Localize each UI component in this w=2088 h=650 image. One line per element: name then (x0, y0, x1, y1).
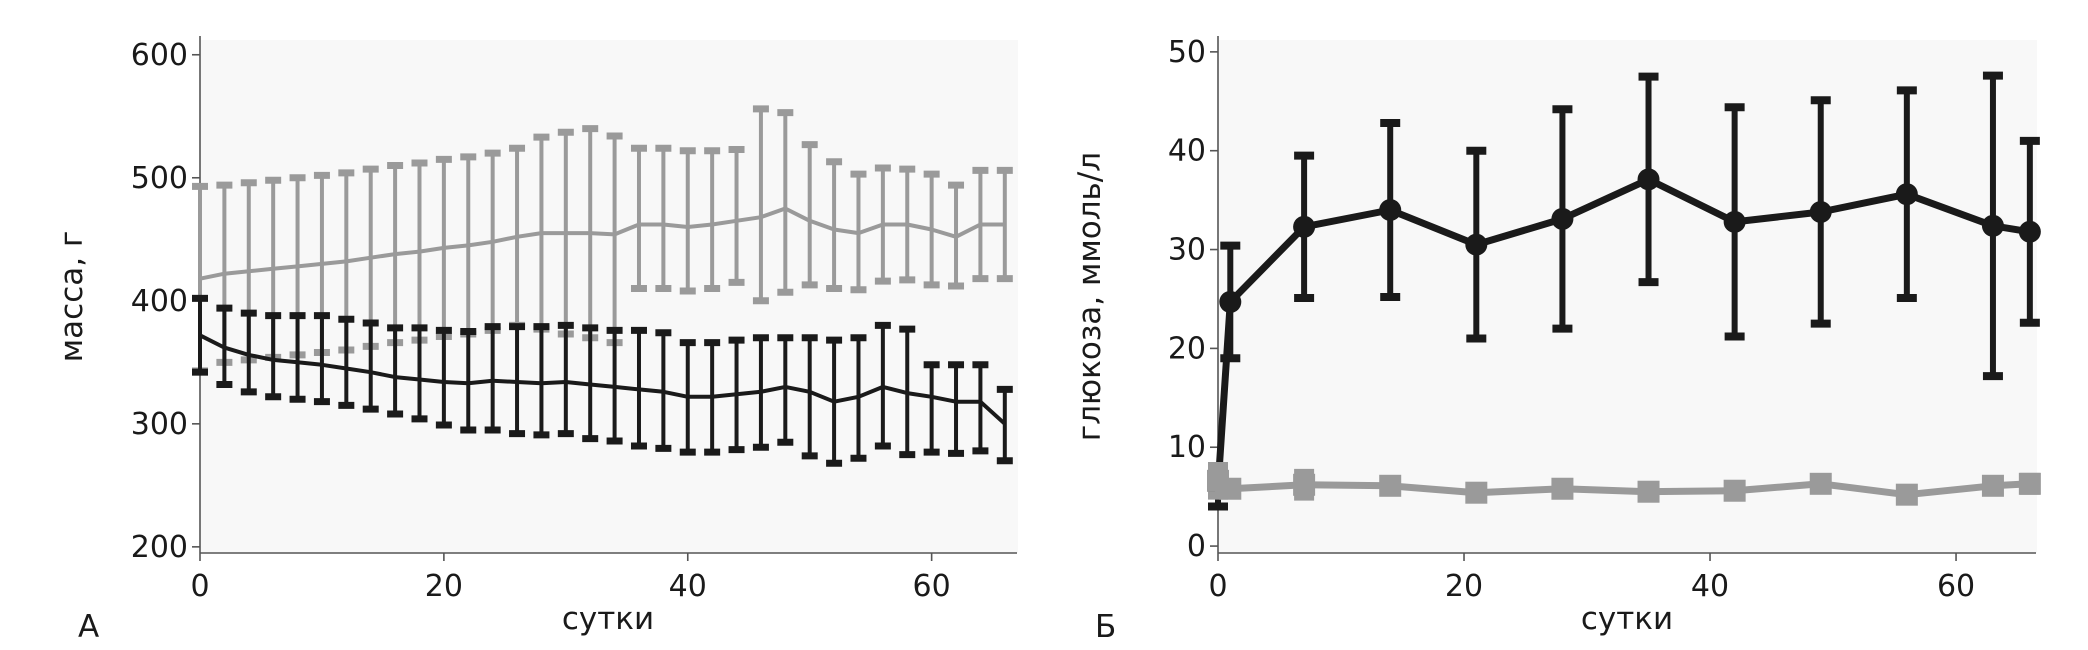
data-point (1379, 474, 1402, 497)
y-tick-label: 0 (1187, 529, 1206, 564)
x-axis-title: сутки (562, 601, 654, 637)
data-point (1551, 477, 1574, 500)
y-tick-label: 500 (131, 161, 188, 196)
x-tick-label: 60 (913, 569, 951, 604)
panel-letter-a: А (78, 609, 99, 645)
series-line (1216, 477, 2030, 499)
data-point (1637, 480, 1660, 503)
y-tick-label: 400 (131, 284, 188, 319)
y-tick-label: 50 (1168, 35, 1206, 70)
y-tick-label: 200 (131, 530, 188, 565)
data-point (1465, 233, 1488, 256)
data-point (1293, 473, 1316, 496)
data-point (1293, 215, 1316, 238)
x-tick-label: 40 (1691, 569, 1729, 604)
x-tick-label: 20 (425, 569, 463, 604)
plot-area (201, 40, 1018, 553)
y-tick-label: 10 (1168, 430, 1206, 465)
y-tick-label: 20 (1168, 331, 1206, 366)
data-point (1895, 483, 1918, 506)
data-point (2018, 472, 2041, 495)
data-point (1809, 472, 1832, 495)
data-point (1219, 477, 1242, 500)
x-tick-label: 20 (1445, 569, 1483, 604)
data-point (1219, 290, 1242, 313)
data-point (1895, 183, 1918, 206)
mass-chart-panel: 200 300 400 500 600 0 20 40 60 сутки масса, г (54, 36, 1018, 637)
data-point (1981, 214, 2004, 237)
series-1 (1207, 71, 2041, 511)
data-point (1637, 168, 1660, 191)
data-point (1379, 199, 1402, 222)
series-2 (192, 294, 1013, 467)
data-point (1981, 474, 2004, 497)
y-tick-label: 40 (1168, 134, 1206, 169)
data-point (1551, 207, 1574, 230)
y-tick-label: 600 (131, 38, 188, 73)
x-tick-label: 0 (1208, 569, 1227, 604)
glucose-chart-panel: 0 10 20 30 40 50 0 20 40 60 сутки глюкоза, ммоль/л (1072, 35, 2041, 637)
data-point (1809, 200, 1832, 223)
data-point (1465, 481, 1488, 504)
series-2 (1207, 462, 2041, 506)
x-tick-label: 60 (1937, 569, 1975, 604)
panel-letter-b: Б (1095, 609, 1116, 645)
series-line (199, 206, 1005, 281)
data-point (2018, 220, 2041, 243)
x-tick-label: 40 (669, 569, 707, 604)
x-tick-label: 0 (190, 569, 209, 604)
series-1 (192, 105, 1013, 375)
y-axis-title: глюкоза, ммоль/л (1072, 152, 1108, 441)
data-point (1723, 210, 1746, 233)
x-axis-title: сутки (1581, 601, 1673, 637)
y-axis-title: масса, г (54, 231, 90, 362)
y-tick-label: 30 (1168, 233, 1206, 268)
y-tick-label: 300 (131, 407, 188, 442)
series-line (199, 333, 1007, 426)
data-point (1723, 479, 1746, 502)
series-line (1214, 175, 2031, 488)
